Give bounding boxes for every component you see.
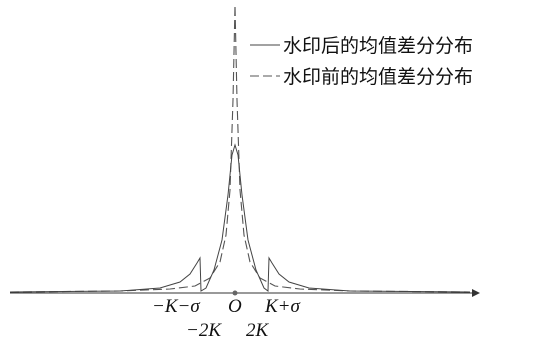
axis-label: −K−σ (152, 296, 200, 317)
axis-label: −2K (186, 320, 222, 341)
legend: 水印后的均值差分分布 水印前的均值差分分布 (250, 35, 473, 88)
dashed-curve (9, 4, 471, 293)
axis-label: K+σ (264, 296, 300, 317)
solid-curve (9, 143, 471, 293)
axis-label: O (228, 296, 242, 317)
axis (10, 289, 480, 297)
legend-label: 水印后的均值差分分布 (283, 35, 473, 57)
axis-label: 2K (246, 320, 270, 341)
legend-label: 水印前的均值差分分布 (283, 66, 473, 88)
